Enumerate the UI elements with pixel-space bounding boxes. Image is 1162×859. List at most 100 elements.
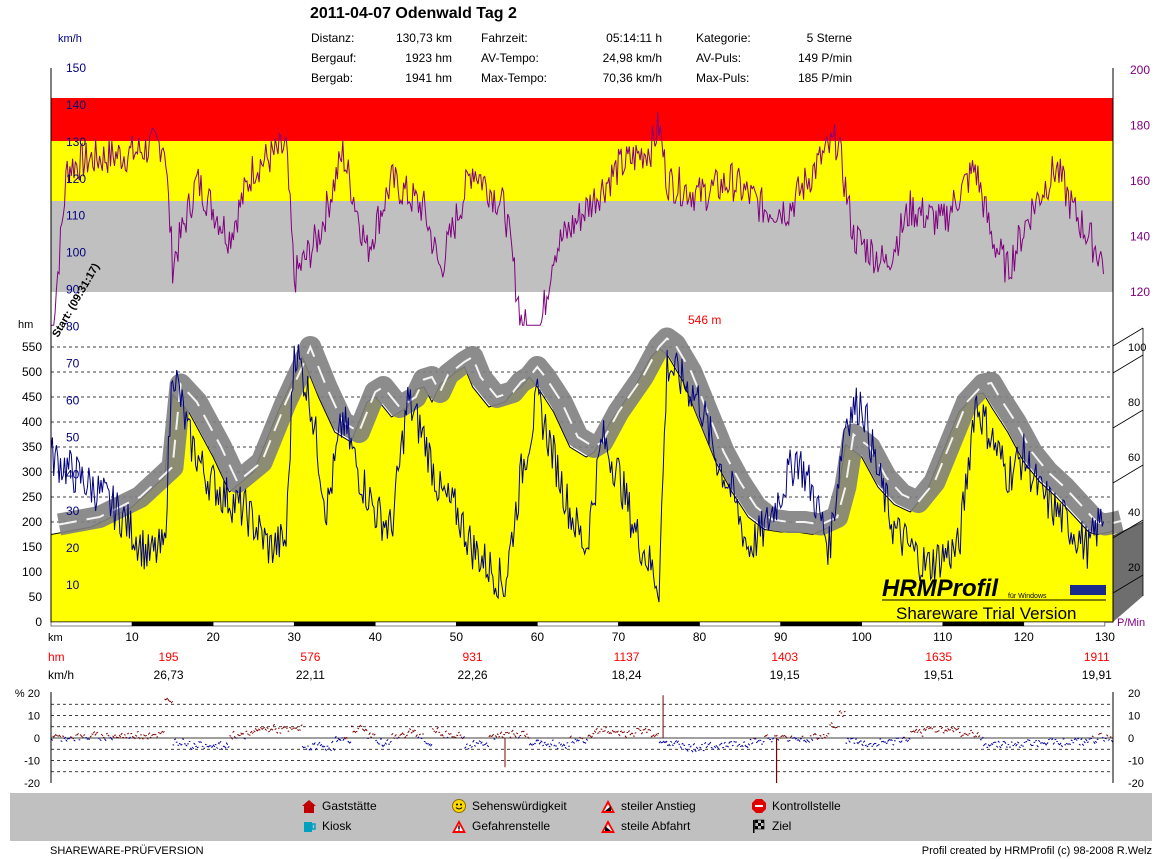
stat-label: Distanz: xyxy=(311,31,355,45)
hm-value: 1403 xyxy=(771,650,798,664)
watermark-title: HRMProfil xyxy=(882,575,999,602)
gradient-right-tick: -20 xyxy=(1128,778,1144,790)
speed-tick-label: 110 xyxy=(66,209,85,223)
hm-row: 195 576 931 1137 1403 1635 1911 xyxy=(159,650,1110,664)
gradient-left-tick: 0 xyxy=(34,733,40,745)
footer-left: SHAREWARE-PRÜFVERSION xyxy=(50,845,204,857)
warning-icon xyxy=(452,819,466,833)
climb-icon xyxy=(601,799,615,813)
legend-label: Kontrollstelle xyxy=(772,799,841,813)
gradient-right-tick: 10 xyxy=(1128,711,1140,723)
legend-item: Ziel xyxy=(752,819,791,833)
speed-tick-label: 50 xyxy=(66,430,80,444)
stat-value: 1941 hm xyxy=(405,71,452,85)
pulse-tick-label: 120 xyxy=(1130,285,1150,299)
legend-item: steile Abfahrt xyxy=(601,819,690,833)
km-tick-label: 40 xyxy=(369,630,383,644)
km-axis-ticks: 10 20 30 40 50 60 70 80 90 100 110 120 130 xyxy=(125,630,1115,644)
speed-tick-label: 20 xyxy=(66,541,80,555)
stat-label: Max-Tempo: xyxy=(481,71,548,85)
legend-item: Kontrollstelle xyxy=(752,799,841,813)
gradient-series xyxy=(50,695,1114,783)
speed-tick-label: 30 xyxy=(66,504,80,518)
gradient-tick-label: 100 xyxy=(1128,342,1146,354)
km-tick-label: 10 xyxy=(125,630,139,644)
legend-label: Gefahrenstelle xyxy=(472,819,551,833)
stop-icon xyxy=(752,799,766,813)
stat-label: Bergab: xyxy=(311,71,354,85)
km-axis-segment xyxy=(456,621,538,627)
gradient-axis-top xyxy=(1112,327,1144,347)
hm-value: 1635 xyxy=(925,650,952,664)
watermark-trial: Shareware Trial Version xyxy=(896,604,1076,623)
km-tick-label: 60 xyxy=(531,630,545,644)
gradient-tick xyxy=(1112,409,1144,429)
hm-unit-label: hm xyxy=(48,650,65,664)
speed-tick-label: 130 xyxy=(66,135,86,149)
gradient-tick xyxy=(1112,354,1144,374)
pulse-tick-label: 180 xyxy=(1130,119,1150,133)
speed-series xyxy=(50,344,1104,603)
hm-value: 576 xyxy=(300,650,320,664)
kmh-value: 19,91 xyxy=(1082,668,1112,682)
km-tick-label: 110 xyxy=(933,630,952,644)
altitude-tick-label: 250 xyxy=(22,490,42,504)
altitude-tick-label: 150 xyxy=(22,540,42,554)
legend-item: Gefahrenstelle xyxy=(452,819,550,833)
speed-tick-label: 100 xyxy=(66,246,86,260)
legend-label: Kiosk xyxy=(322,819,352,833)
km-axis-segment xyxy=(780,621,862,627)
stat-value: 185 P/min xyxy=(797,71,852,85)
altitude-unit-label: hm xyxy=(18,319,33,331)
gradient-axis-ticks: % 20 10 0 -10 -20 20 10 0 -10 -20 xyxy=(15,688,1144,790)
km-axis-segment xyxy=(131,621,214,627)
legend-label: Gaststätte xyxy=(322,799,377,813)
altitude-tick-label: 0 xyxy=(35,615,42,629)
km-tick-label: 30 xyxy=(288,630,302,644)
pulse-tick-label: 200 xyxy=(1130,63,1150,77)
gradient-axis-ticks: 100 80 60 40 20 xyxy=(1112,327,1146,596)
altitude-tick-label: 300 xyxy=(22,465,42,479)
altitude-tick-label: 200 xyxy=(22,515,42,529)
kmh-value: 26,73 xyxy=(154,668,184,682)
speed-line xyxy=(50,344,1104,603)
finish-flag-icon xyxy=(753,819,765,833)
gradient-tick xyxy=(1112,574,1144,594)
kmh-value: 18,24 xyxy=(612,668,642,682)
hm-value: 1137 xyxy=(614,650,640,664)
gradient-downhill-line xyxy=(50,735,1114,753)
descent-icon xyxy=(601,819,615,833)
gradient-tick xyxy=(1112,464,1144,484)
zone-red xyxy=(51,98,1113,141)
gradient-right-tick: 20 xyxy=(1128,688,1140,700)
km-tick-label: 70 xyxy=(612,630,626,644)
house-icon xyxy=(302,799,316,813)
altitude-tick-label: 400 xyxy=(22,415,42,429)
speed-tick-label: 120 xyxy=(66,172,86,186)
legend-label: Ziel xyxy=(772,819,792,833)
kmh-unit-label: km/h xyxy=(48,668,74,682)
stat-value: 70,36 km/h xyxy=(602,71,662,85)
legend-item: Sehenswürdigkeit xyxy=(452,799,567,813)
pulse-axis-ticks: 200 180 160 140 120 xyxy=(1130,63,1150,299)
kmh-row: 26,73 22,11 22,26 18,24 19,15 19,51 19,91 xyxy=(154,668,1113,682)
gradient-band-stripe xyxy=(58,337,1122,526)
altitude-tick-label: 550 xyxy=(22,340,42,354)
km-tick-label: 90 xyxy=(774,630,788,644)
legend-panel: Gaststätte Kiosk Sehenswürdigkeit Gefahr… xyxy=(10,793,1152,841)
km-axis-segment xyxy=(212,621,295,627)
pulse-tick-label: 160 xyxy=(1130,174,1150,188)
km-axis-bar xyxy=(50,621,1106,627)
footer-right: Profil created by HRMProfil (c) 98-2008 … xyxy=(921,845,1152,857)
gradient-chart: % 20 10 0 -10 -20 20 10 0 -10 -20 xyxy=(15,688,1144,790)
stat-label: AV-Puls: xyxy=(696,51,742,65)
stat-value: 05:14:11 h xyxy=(606,31,662,45)
legend-label: Sehenswürdigkeit xyxy=(472,799,567,813)
stat-label: Kategorie: xyxy=(696,31,751,45)
km-tick-label: 100 xyxy=(852,630,872,644)
zone-yellow xyxy=(51,141,1113,201)
side-wall xyxy=(1113,522,1143,622)
altitude-tick-label: 100 xyxy=(22,565,42,579)
